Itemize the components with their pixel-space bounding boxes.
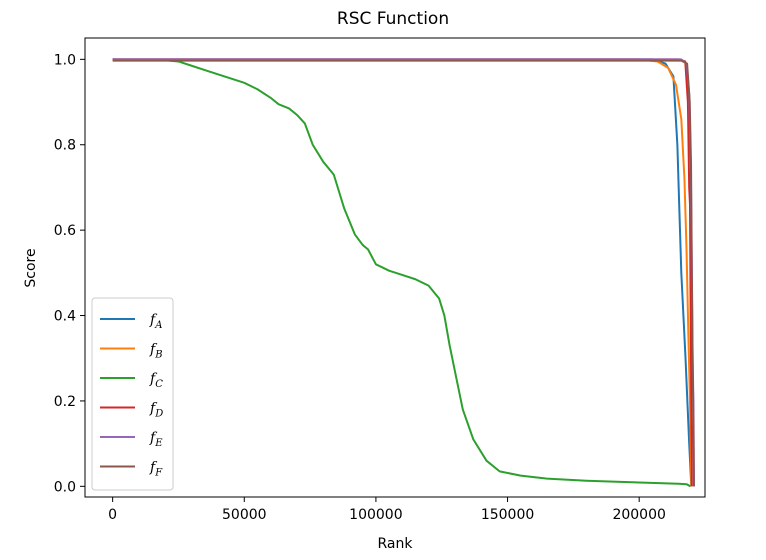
y-axis-label: Score bbox=[23, 248, 39, 287]
x-tick-label: 50000 bbox=[222, 507, 267, 523]
y-tick-label: 1.0 bbox=[54, 52, 76, 68]
series-line-d bbox=[112, 58, 693, 487]
legend-label-subscript: A bbox=[154, 320, 162, 331]
plot-area bbox=[84, 37, 706, 498]
chart-title: RSC Function bbox=[337, 9, 449, 29]
series-line-f bbox=[112, 59, 695, 487]
x-tick-label: 200000 bbox=[612, 507, 665, 523]
y-tick-label: 0.6 bbox=[54, 223, 76, 239]
legend-frame bbox=[91, 297, 174, 491]
series-line-c bbox=[112, 58, 691, 488]
y-tick-label: 0.0 bbox=[54, 479, 76, 495]
legend-label-subscript: F bbox=[154, 468, 163, 479]
x-axis-ticks: 0 50000 100000 150000 200000 bbox=[108, 497, 666, 523]
plot-frame bbox=[84, 37, 706, 498]
y-axis-ticks: 0.0 0.2 0.4 0.6 0.8 1.0 bbox=[54, 52, 85, 495]
y-tick-label: 0.4 bbox=[54, 309, 76, 325]
y-tick-label: 0.8 bbox=[54, 138, 76, 154]
legend-label-subscript: B bbox=[154, 350, 162, 361]
x-tick-label: 0 bbox=[108, 507, 117, 523]
legend-label-subscript: D bbox=[154, 409, 163, 420]
series-line-b bbox=[112, 58, 693, 487]
x-axis-label: Rank bbox=[378, 536, 414, 552]
x-tick-label: 100000 bbox=[349, 507, 402, 523]
series-line-e bbox=[112, 58, 695, 487]
legend-label-subscript: C bbox=[155, 379, 163, 390]
y-tick-label: 0.2 bbox=[54, 394, 76, 410]
series-line-a bbox=[112, 58, 693, 487]
series-layer bbox=[112, 58, 695, 488]
legend-label-subscript: E bbox=[154, 438, 163, 449]
x-tick-label: 150000 bbox=[481, 507, 534, 523]
